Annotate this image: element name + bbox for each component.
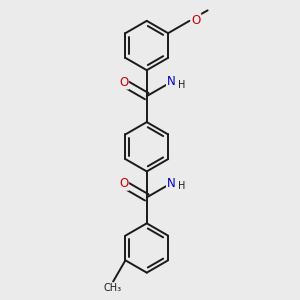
Text: O: O	[191, 14, 201, 27]
Text: H: H	[178, 80, 185, 90]
Text: N: N	[167, 75, 175, 88]
Text: O: O	[119, 177, 128, 190]
Text: H: H	[178, 181, 185, 191]
Text: O: O	[119, 76, 128, 89]
Text: N: N	[167, 177, 175, 190]
Text: CH₃: CH₃	[103, 283, 122, 293]
